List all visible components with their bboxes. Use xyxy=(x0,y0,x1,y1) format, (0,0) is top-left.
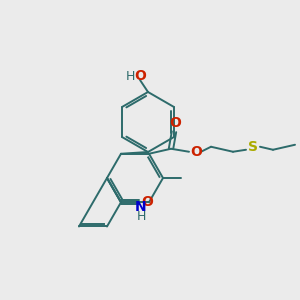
Text: O: O xyxy=(169,116,181,130)
Text: N: N xyxy=(135,200,147,214)
Text: H: H xyxy=(125,70,135,83)
Text: S: S xyxy=(248,140,258,154)
Text: O: O xyxy=(141,195,153,209)
Text: H: H xyxy=(136,210,146,223)
Text: O: O xyxy=(134,69,146,83)
Text: O: O xyxy=(190,145,202,159)
